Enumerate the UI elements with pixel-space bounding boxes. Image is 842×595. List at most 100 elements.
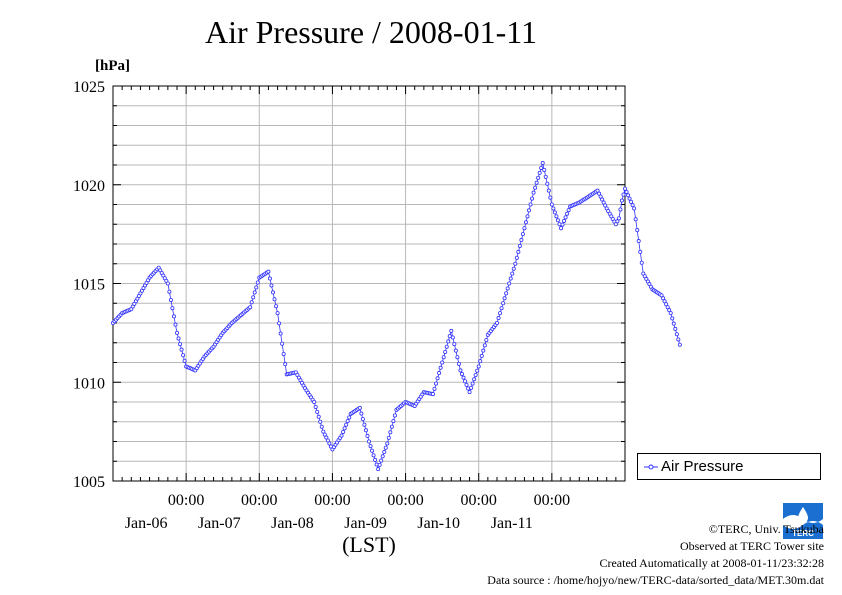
data-point <box>315 409 320 414</box>
series-line <box>112 161 681 471</box>
data-point <box>182 358 187 363</box>
data-point <box>595 188 600 193</box>
legend-label: Air Pressure <box>661 458 744 475</box>
data-point <box>527 208 532 213</box>
data-point <box>173 322 178 327</box>
data-point <box>345 419 350 424</box>
y-axis-label: [hPa] <box>95 58 130 74</box>
data-point <box>360 417 365 422</box>
data-point <box>181 353 186 358</box>
data-point <box>165 281 170 286</box>
data-point <box>520 232 525 237</box>
data-point <box>365 433 370 438</box>
data-point <box>523 220 528 225</box>
y-tick-label: 1005 <box>73 474 105 491</box>
data-point <box>456 361 461 366</box>
data-point <box>255 280 260 285</box>
data-point <box>635 228 640 233</box>
data-point <box>671 321 676 326</box>
data-point <box>665 305 670 310</box>
data-point <box>270 290 275 295</box>
data-point <box>266 269 271 274</box>
data-point <box>167 289 172 294</box>
data-point <box>278 331 283 336</box>
y-tick-label: 1020 <box>73 178 105 195</box>
data-point <box>171 314 176 319</box>
data-point <box>508 276 513 281</box>
x-tick-time-label: 00:00 <box>460 492 496 509</box>
data-point <box>478 359 483 364</box>
x-tick-time-label: 00:00 <box>241 492 277 509</box>
data-point <box>391 419 396 424</box>
data-point <box>316 414 321 419</box>
data-point <box>528 202 533 207</box>
data-point <box>176 336 181 341</box>
data-point <box>674 332 679 337</box>
data-point <box>366 439 371 444</box>
data-point <box>542 167 547 172</box>
data-point <box>559 226 564 231</box>
x-tick-date-label: Jan-07 <box>198 515 241 532</box>
x-tick-date-label: Jan-11 <box>491 515 533 532</box>
data-point <box>627 196 632 201</box>
data-point <box>566 208 571 213</box>
data-point <box>667 308 672 313</box>
data-point <box>563 215 568 220</box>
data-point <box>677 342 682 347</box>
data-point <box>623 186 628 191</box>
data-point <box>479 353 484 358</box>
data-point <box>341 429 346 434</box>
data-point <box>363 428 368 433</box>
legend: Air Pressure <box>637 453 821 480</box>
data-point <box>318 419 323 424</box>
x-tick-date-label: Jan-10 <box>417 515 460 532</box>
data-point <box>178 342 183 347</box>
data-point <box>522 226 527 231</box>
data-point <box>664 302 669 307</box>
data-point <box>475 368 480 373</box>
data-point <box>613 222 618 227</box>
x-tick-time-label: 00:00 <box>168 492 204 509</box>
data-point <box>168 297 173 302</box>
data-point <box>551 206 556 211</box>
data-point <box>639 260 644 265</box>
data-point <box>368 444 373 449</box>
legend-marker-icon <box>644 464 658 470</box>
data-point <box>603 203 608 208</box>
x-tick-date-label: Jan-09 <box>344 515 387 532</box>
y-tick-label: 1015 <box>73 277 105 294</box>
data-point <box>267 276 272 281</box>
chart-title: Air Pressure / 2008-01-11 <box>204 14 538 50</box>
data-point <box>552 210 557 215</box>
data-point <box>342 426 347 431</box>
data-point <box>598 194 603 199</box>
data-point <box>370 448 375 453</box>
data-point <box>537 170 542 175</box>
data-point <box>499 306 504 311</box>
data-point <box>510 271 515 276</box>
data-point <box>525 214 530 219</box>
data-point <box>438 365 443 370</box>
data-point <box>248 305 253 310</box>
data-point <box>275 311 280 316</box>
data-point <box>600 197 605 202</box>
data-point <box>344 422 349 427</box>
data-point <box>249 300 254 305</box>
data-point <box>252 290 257 295</box>
data-point <box>382 450 387 455</box>
created-text: Created Automatically at 2008-01-11/23:3… <box>599 556 824 570</box>
data-point <box>458 368 463 373</box>
data-point <box>630 203 635 208</box>
data-point <box>462 379 467 384</box>
data-point <box>446 339 451 344</box>
data-point <box>283 362 288 367</box>
data-point <box>380 454 385 459</box>
data-point <box>443 349 448 354</box>
data-point <box>511 266 516 271</box>
data-point <box>434 381 439 386</box>
data-point <box>362 422 367 427</box>
data-point <box>619 198 624 203</box>
data-point <box>546 188 551 193</box>
data-point <box>373 457 378 462</box>
data-point <box>392 413 397 418</box>
